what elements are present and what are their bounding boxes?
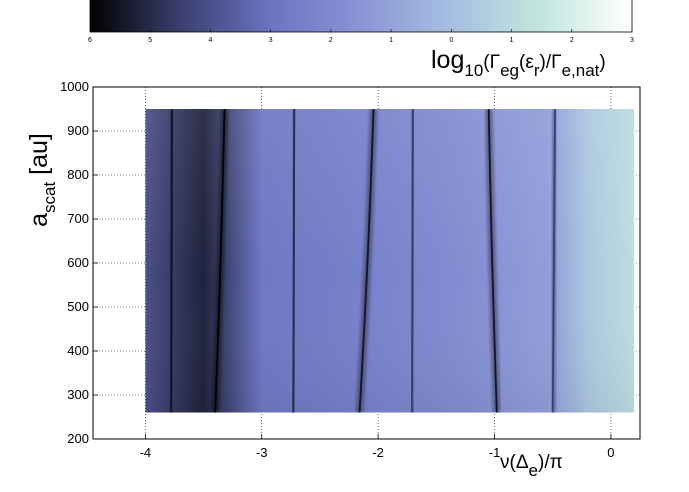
colorbar-label-sub-r: r bbox=[534, 61, 540, 80]
x-tick-label: -1 bbox=[489, 445, 501, 460]
colorbar-tick-label: 1 bbox=[389, 37, 393, 44]
colorbar-label-close: ) bbox=[599, 52, 605, 73]
resonance-line bbox=[214, 109, 226, 413]
y-tick-label: 1000 bbox=[60, 79, 89, 94]
colorbar-tick-label: 5 bbox=[148, 37, 152, 44]
colorbar-label-gamma2: )/Γ bbox=[540, 52, 562, 73]
y-tick-label: 400 bbox=[67, 343, 89, 358]
y-tick-label: 800 bbox=[67, 167, 89, 182]
colorbar-tick-label: 3 bbox=[630, 37, 634, 44]
y-axis-ticks: 200 300 400 500 600 700 800 900 1000 bbox=[60, 79, 98, 446]
x-axis-label: ν(Δe)/π bbox=[500, 452, 563, 480]
colorbar-ticks: 6 5 4 3 2 1 0 1 2 3 bbox=[88, 29, 634, 44]
y-tick-label: 200 bbox=[67, 431, 89, 446]
x-tick-label: -2 bbox=[372, 445, 384, 460]
y-tick-label: 700 bbox=[67, 211, 89, 226]
colorbar-tick-label: 2 bbox=[570, 37, 574, 44]
colorbar-tick-label: 2 bbox=[329, 37, 333, 44]
heatmap bbox=[145, 109, 635, 413]
y-tick-label: 600 bbox=[67, 255, 89, 270]
colorbar-tick-label: 0 bbox=[449, 37, 453, 44]
x-tick-label: -4 bbox=[140, 445, 152, 460]
x-tick-label: -3 bbox=[256, 445, 268, 460]
plot-area: -4 -3 -2 -1 0 200 300 400 500 600 700 800 900 1000 a… bbox=[25, 79, 641, 480]
y-axis-label: ascat [au] bbox=[25, 133, 59, 227]
resonance-line bbox=[358, 109, 375, 413]
x-axis-ticks: -4 -3 -2 -1 0 bbox=[140, 434, 615, 460]
colorbar-label-log: log bbox=[431, 46, 464, 74]
colorbar-label: log10(Γeg(εr)/Γe,nat) bbox=[431, 46, 606, 80]
resonance-line bbox=[410, 109, 414, 413]
colorbar-tick-label: 3 bbox=[269, 37, 273, 44]
colorbar-tick-label: 4 bbox=[208, 37, 212, 44]
resonance-line bbox=[292, 109, 296, 413]
x-tick-label: 0 bbox=[607, 445, 614, 460]
colorbar-tick-label: 1 bbox=[510, 37, 514, 44]
colorbar-label-sub-10: 10 bbox=[464, 61, 483, 80]
resonance-line bbox=[551, 109, 556, 413]
colorbar-tick-label: 6 bbox=[88, 37, 92, 44]
y-tick-label: 300 bbox=[67, 387, 89, 402]
colorbar-gradient bbox=[89, 0, 633, 33]
colorbar-label-sub-enat: e,nat bbox=[562, 61, 600, 80]
colorbar-label-sub-eg: eg bbox=[500, 61, 519, 80]
resonance-line bbox=[487, 109, 498, 413]
colorbar-label-epsilon: (ε bbox=[519, 52, 534, 73]
y-tick-label: 500 bbox=[67, 299, 89, 314]
resonance-line bbox=[170, 109, 174, 413]
y-tick-label: 900 bbox=[67, 123, 89, 138]
colorbar-label-gamma: (Γ bbox=[483, 52, 500, 73]
